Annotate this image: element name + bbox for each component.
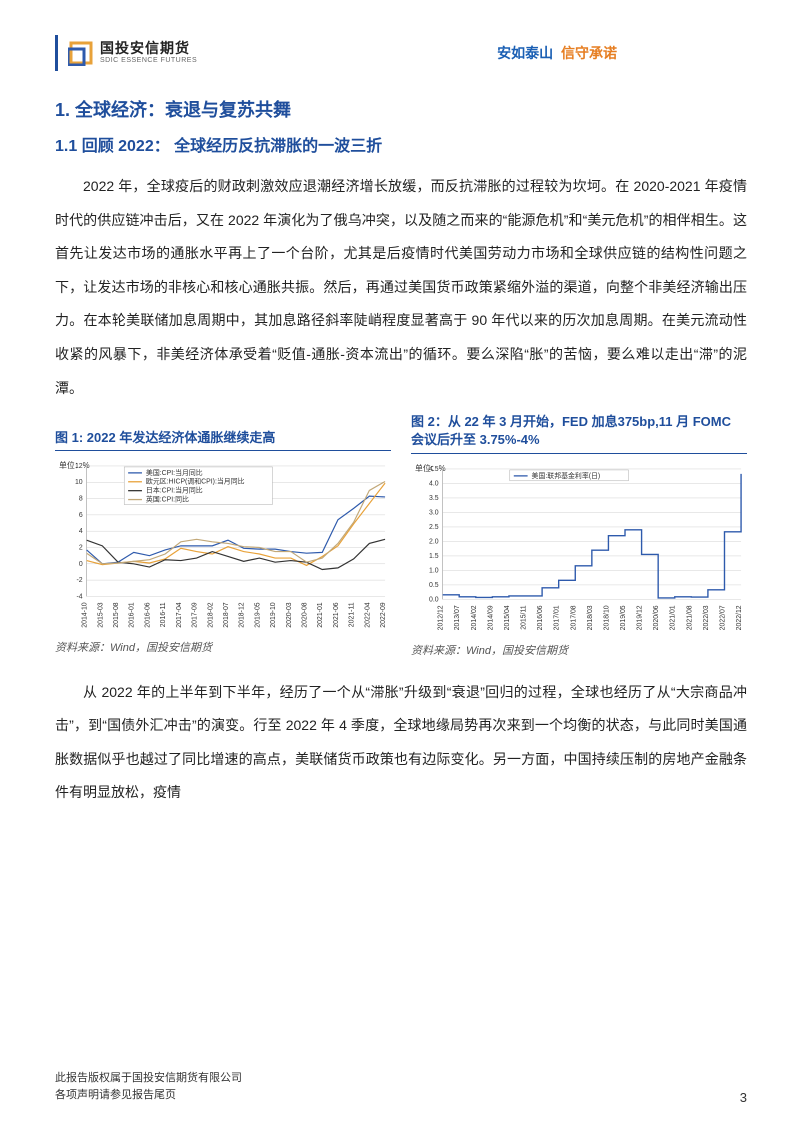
svg-text:2022/03: 2022/03 xyxy=(703,605,710,630)
svg-text:2022/12: 2022/12 xyxy=(736,605,743,630)
svg-text:2.0: 2.0 xyxy=(429,538,439,545)
svg-text:欧元区:HICP(调和CPI):当月同比: 欧元区:HICP(调和CPI):当月同比 xyxy=(146,477,245,486)
svg-text:2014/09: 2014/09 xyxy=(487,605,494,630)
svg-text:3.0: 3.0 xyxy=(429,509,439,516)
svg-text:4: 4 xyxy=(79,528,83,535)
page-footer: 此报告版权属于国投安信期货有限公司 各项声明请参见报告尾页 3 xyxy=(55,1070,747,1105)
logo-icon xyxy=(68,40,94,66)
svg-text:2018-02: 2018-02 xyxy=(207,602,214,628)
svg-text:2022-09: 2022-09 xyxy=(380,602,387,628)
svg-text:2018/10: 2018/10 xyxy=(603,605,610,630)
paragraph-2: 从 2022 年的上半年到下半年，经历了一个从“滞胀”升级到“衰退”回归的过程，… xyxy=(55,676,747,810)
svg-text:6: 6 xyxy=(79,512,83,519)
svg-text:10: 10 xyxy=(75,479,83,486)
svg-text:2012/12: 2012/12 xyxy=(438,605,445,630)
slogan-orange: 信守承诺 xyxy=(561,45,617,61)
svg-text:2015-03: 2015-03 xyxy=(97,602,104,628)
svg-text:4.5: 4.5 xyxy=(429,465,439,472)
svg-text:1.5: 1.5 xyxy=(429,552,439,559)
svg-text:4.0: 4.0 xyxy=(429,480,439,487)
svg-text:2020/06: 2020/06 xyxy=(653,605,660,630)
page-number: 3 xyxy=(740,1090,747,1105)
heading-2: 1.1 回顾 2022： 全球经历反抗滞胀的一波三折 xyxy=(55,132,747,156)
header-accent-bar xyxy=(55,35,58,71)
svg-text:2014/02: 2014/02 xyxy=(471,605,478,630)
svg-text:2021/08: 2021/08 xyxy=(686,605,693,630)
svg-text:2019/05: 2019/05 xyxy=(620,605,627,630)
svg-text:2: 2 xyxy=(79,545,83,552)
paragraph-1: 2022 年，全球疫后的财政刺激效应退潮经济增长放缓，而反抗滞胀的过程较为坎坷。… xyxy=(55,170,747,405)
company-logo: 国投安信期货 SDIC ESSENCE FUTURES xyxy=(68,40,197,66)
logo-text-en: SDIC ESSENCE FUTURES xyxy=(100,57,197,65)
svg-text:英国:CPI:同比: 英国:CPI:同比 xyxy=(146,495,189,504)
svg-text:3.5: 3.5 xyxy=(429,494,439,501)
figure-1-source: 资料来源：Wind，国投安信期货 xyxy=(55,639,391,655)
svg-text:2013/07: 2013/07 xyxy=(454,605,461,630)
svg-text:2015/11: 2015/11 xyxy=(521,605,528,630)
figure-2-title: 图 2：从 22 年 3 月开始，FED 加息375bp,11 月 FOMC 会… xyxy=(411,413,747,453)
svg-text:2016-06: 2016-06 xyxy=(144,602,151,628)
page-header: 国投安信期货 SDIC ESSENCE FUTURES 安如泰山 信守承诺 xyxy=(55,35,747,71)
svg-text:2018/03: 2018/03 xyxy=(587,605,594,630)
svg-text:2021-11: 2021-11 xyxy=(349,602,356,627)
slogan: 安如泰山 信守承诺 xyxy=(497,43,617,63)
svg-text:2.5: 2.5 xyxy=(429,523,439,530)
svg-text:2017-04: 2017-04 xyxy=(176,602,183,628)
figure-1-chart: 单位：%-4-20246810122014-102015-032015-0820… xyxy=(55,457,391,637)
svg-text:0.0: 0.0 xyxy=(429,596,439,603)
figure-1-title: 图 1: 2022 年发达经济体通胀继续走高 xyxy=(55,413,391,451)
svg-text:2021-01: 2021-01 xyxy=(317,602,324,628)
svg-text:-2: -2 xyxy=(77,577,83,584)
svg-text:12: 12 xyxy=(75,463,83,470)
figure-2-source: 资料来源：Wind，国投安信期货 xyxy=(411,642,747,658)
svg-text:2017-09: 2017-09 xyxy=(192,602,199,628)
svg-text:-4: -4 xyxy=(77,594,83,601)
svg-text:2014-10: 2014-10 xyxy=(82,602,89,628)
footer-copyright: 此报告版权属于国投安信期货有限公司 xyxy=(55,1070,242,1088)
svg-text:2020-08: 2020-08 xyxy=(302,602,309,628)
figure-2: 图 2：从 22 年 3 月开始，FED 加息375bp,11 月 FOMC 会… xyxy=(411,413,747,657)
footer-disclaimer: 各项声明请参见报告尾页 xyxy=(55,1087,242,1105)
slogan-blue: 安如泰山 xyxy=(497,45,553,61)
heading-1: 1. 全球经济：衰退与复苏共舞 xyxy=(55,96,747,122)
svg-text:2019-10: 2019-10 xyxy=(270,602,277,628)
svg-text:2016/06: 2016/06 xyxy=(537,605,544,630)
svg-text:2022/07: 2022/07 xyxy=(719,605,726,630)
svg-text:0.5: 0.5 xyxy=(429,581,439,588)
svg-text:2018-07: 2018-07 xyxy=(223,602,230,628)
svg-text:美国:联邦基金利率(日): 美国:联邦基金利率(日) xyxy=(532,470,601,479)
svg-text:2018-12: 2018-12 xyxy=(239,602,246,628)
svg-text:2015/04: 2015/04 xyxy=(504,605,511,630)
svg-text:2021-06: 2021-06 xyxy=(333,602,340,628)
svg-text:美国:CPI:当月同比: 美国:CPI:当月同比 xyxy=(146,468,203,477)
svg-text:2021/01: 2021/01 xyxy=(670,605,677,630)
svg-text:2019/12: 2019/12 xyxy=(637,605,644,630)
svg-text:0: 0 xyxy=(79,561,83,568)
svg-text:日本:CPI:当月同比: 日本:CPI:当月同比 xyxy=(146,486,203,495)
svg-text:2015-08: 2015-08 xyxy=(113,602,120,628)
svg-text:1.0: 1.0 xyxy=(429,567,439,574)
svg-text:2017/01: 2017/01 xyxy=(554,605,561,630)
figure-1: 图 1: 2022 年发达经济体通胀继续走高 单位：%-4-2024681012… xyxy=(55,413,391,657)
svg-text:2017/08: 2017/08 xyxy=(570,605,577,630)
svg-text:2016-01: 2016-01 xyxy=(129,602,136,628)
svg-text:2019-05: 2019-05 xyxy=(254,602,261,628)
figure-2-chart: 单位：%0.00.51.01.52.02.53.03.54.04.52012/1… xyxy=(411,460,747,640)
svg-text:8: 8 xyxy=(79,496,83,503)
logo-text-cn: 国投安信期货 xyxy=(100,41,197,56)
svg-text:2022-04: 2022-04 xyxy=(364,602,371,628)
svg-text:2016-11: 2016-11 xyxy=(160,602,167,627)
svg-text:2020-03: 2020-03 xyxy=(286,602,293,628)
figure-row: 图 1: 2022 年发达经济体通胀继续走高 单位：%-4-2024681012… xyxy=(55,413,747,657)
